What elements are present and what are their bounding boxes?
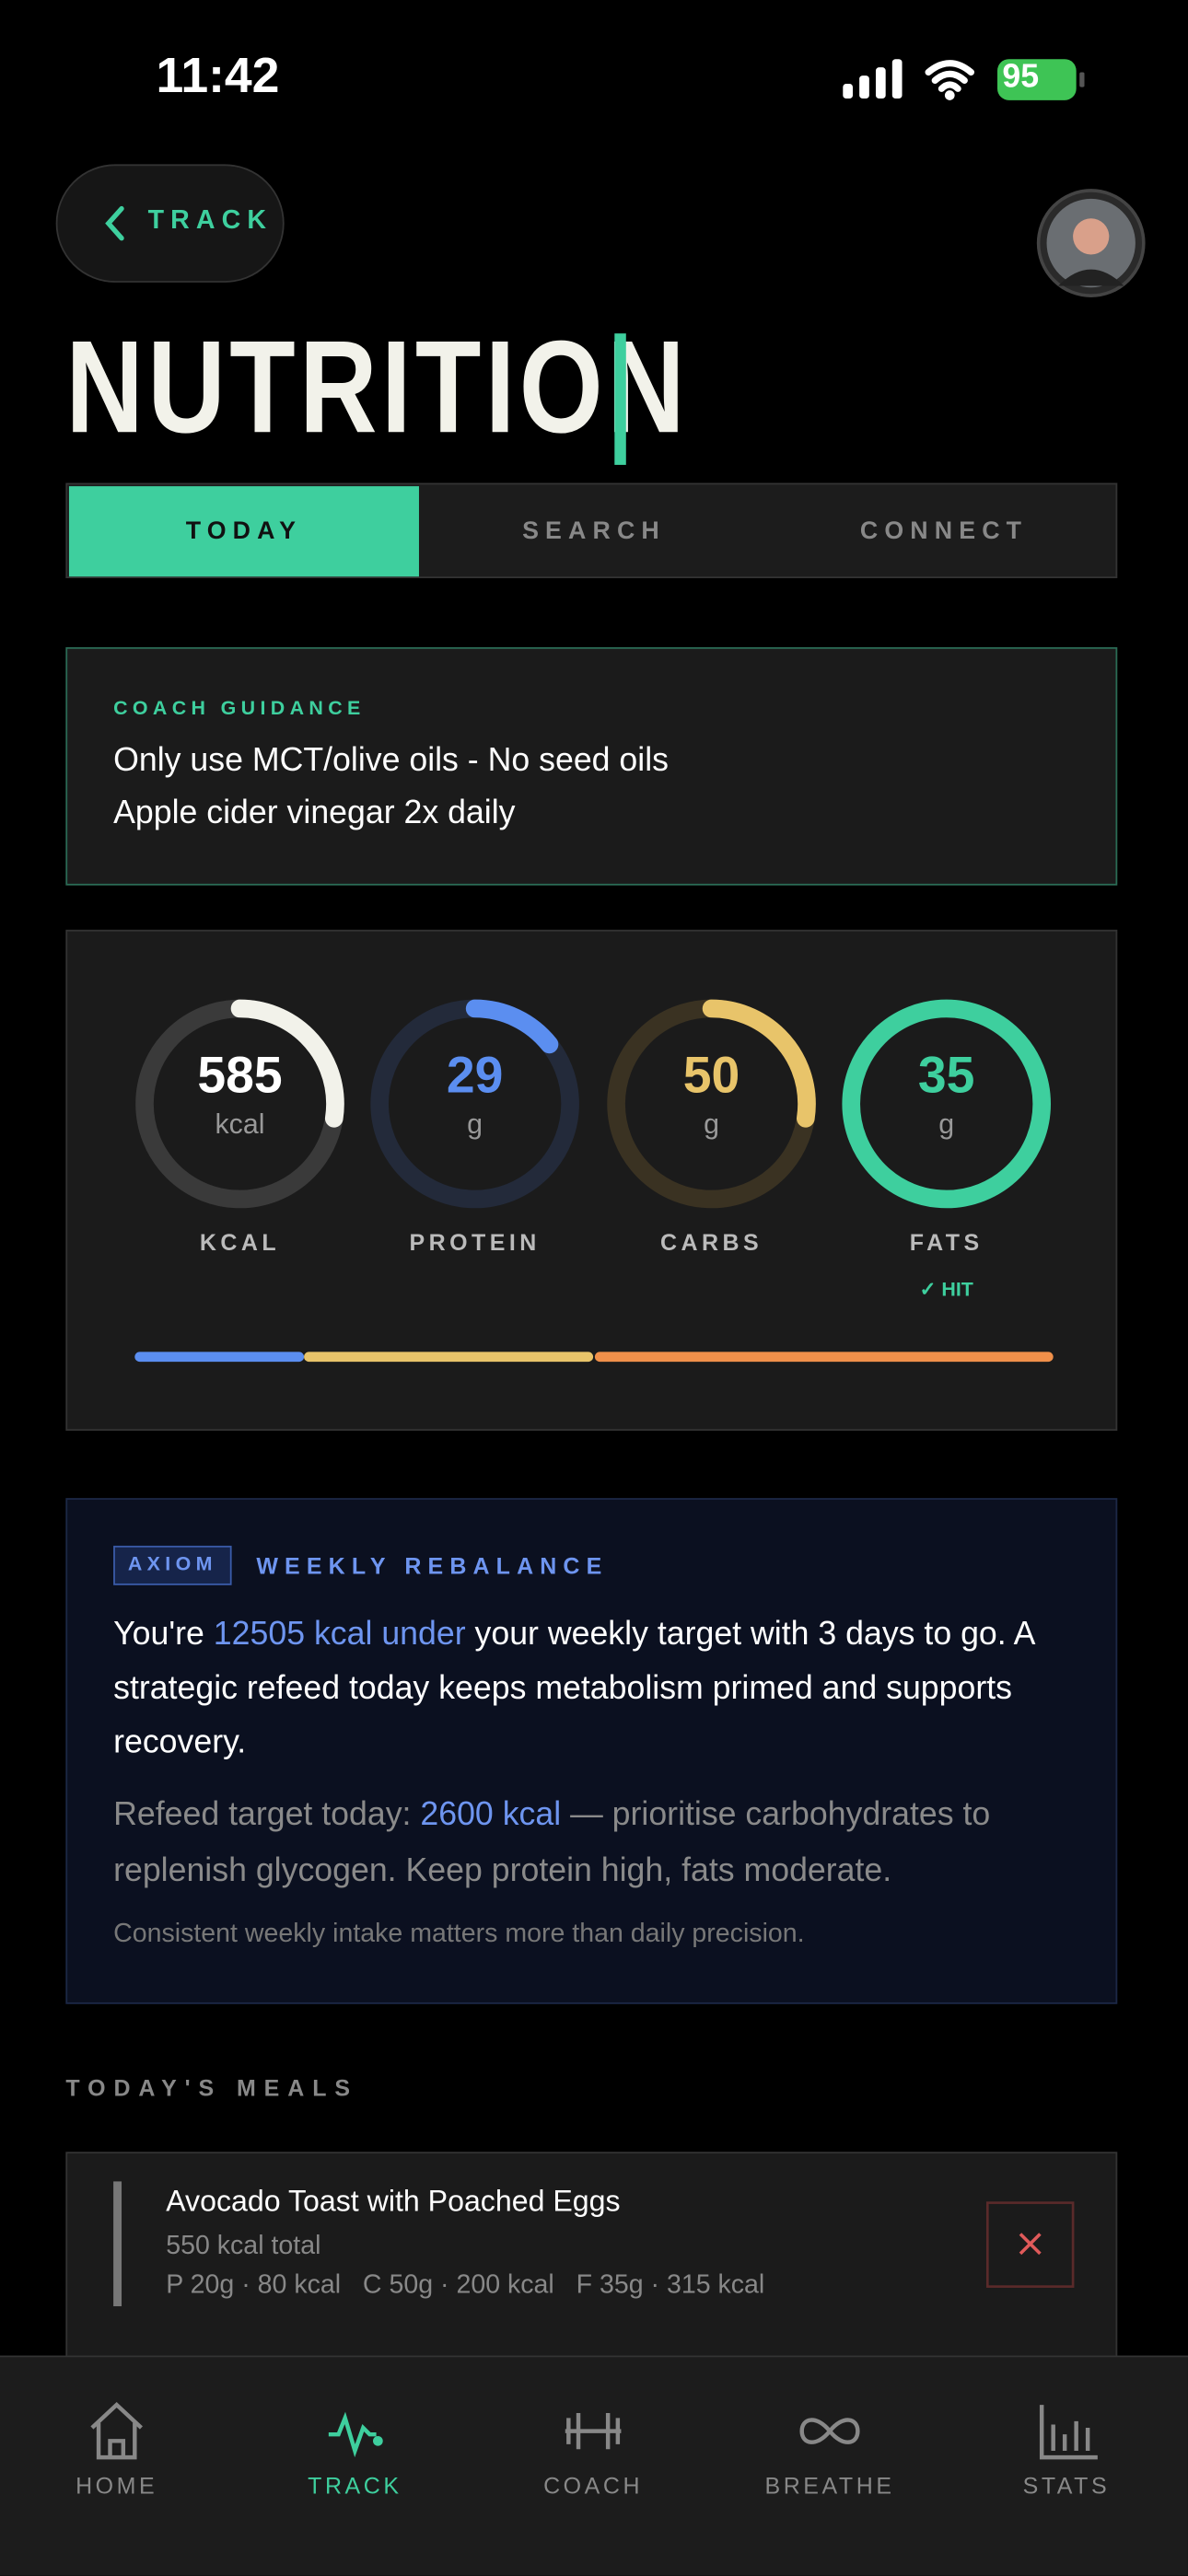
- macro-value: 585: [197, 1046, 283, 1104]
- time: 11:42: [156, 49, 280, 104]
- meal-name: Avocado Toast with Poached Eggs: [166, 2184, 621, 2218]
- cursor: [614, 333, 626, 465]
- tab[interactable]: CONNECT: [859, 517, 1029, 546]
- nav-item[interactable]: BREATHE: [764, 2472, 895, 2499]
- macro-unit: g: [467, 1108, 483, 1141]
- macro-label: KCAL: [199, 1228, 281, 1256]
- macro-label: CARBS: [659, 1228, 763, 1256]
- nav-item[interactable]: HOME: [76, 2472, 158, 2499]
- avatar[interactable]: [1035, 187, 1147, 298]
- text: You're: [113, 1616, 214, 1653]
- rebalance-note: Consistent weekly intake matters more th…: [113, 1920, 805, 1949]
- macro-unit: g: [704, 1108, 720, 1141]
- back-button[interactable]: [55, 164, 285, 283]
- nav-item[interactable]: STATS: [1022, 2472, 1111, 2499]
- macro-rings: [134, 999, 1054, 1363]
- meal-bar: [113, 2181, 122, 2307]
- badge: AXIOM: [113, 1545, 232, 1585]
- text: your weekly target with 3 days to go. A …: [113, 1616, 1034, 1761]
- tab[interactable]: TODAY: [185, 517, 303, 546]
- meal-breakdown: P 20g · 80 kcal C 50g · 200 kcal F 35g ·…: [166, 2271, 765, 2300]
- macro-status: ✓ HIT: [919, 1278, 973, 1302]
- tab[interactable]: SEARCH: [522, 517, 666, 546]
- rebalance-target: Refeed target today: 2600 kcal — priorit…: [113, 1787, 1083, 1898]
- macro-value: 35: [917, 1046, 975, 1104]
- rebalance-title: WEEKLY REBALANCE: [256, 1552, 609, 1579]
- page-title: NUTRITION: [65, 313, 690, 460]
- macro-unit: kcal: [215, 1108, 265, 1141]
- section-title: TODAY'S MEALS: [65, 2074, 359, 2101]
- highlight: 12505 kcal under: [213, 1616, 466, 1653]
- meal-total: 550 kcal total: [166, 2232, 321, 2261]
- back-label: TRACK: [147, 206, 274, 236]
- macro-value: 29: [446, 1046, 504, 1104]
- coach-line: Apple cider vinegar 2x daily: [113, 795, 516, 831]
- rebalance-text: You're 12505 kcal under your weekly targ…: [113, 1608, 1083, 1771]
- nav-item[interactable]: COACH: [543, 2472, 644, 2499]
- text: Refeed target today:: [113, 1796, 421, 1834]
- highlight: 2600 kcal: [420, 1796, 562, 1834]
- text: — prioritise carbohydrates to replenish …: [113, 1796, 991, 1889]
- nav-item[interactable]: TRACK: [308, 2472, 402, 2499]
- macro-value: 50: [682, 1046, 740, 1104]
- nav-bar: [0, 2355, 1188, 2576]
- status-icons: [843, 59, 1085, 100]
- macro-label: FATS: [909, 1228, 984, 1256]
- tab-active: [68, 486, 419, 577]
- delete-button[interactable]: [985, 2201, 1075, 2289]
- nav-icons: [90, 2402, 1098, 2460]
- macro-unit: g: [938, 1108, 955, 1141]
- coach-line: Only use MCT/olive oils - No seed oils: [113, 742, 669, 779]
- rebalance-card: [65, 1498, 1118, 2004]
- battery-level: 95: [1002, 59, 1040, 96]
- chevron: [105, 205, 124, 241]
- macro-label: PROTEIN: [409, 1228, 541, 1256]
- coach-label: COACH GUIDANCE: [113, 696, 366, 720]
- coach-card: [65, 646, 1118, 886]
